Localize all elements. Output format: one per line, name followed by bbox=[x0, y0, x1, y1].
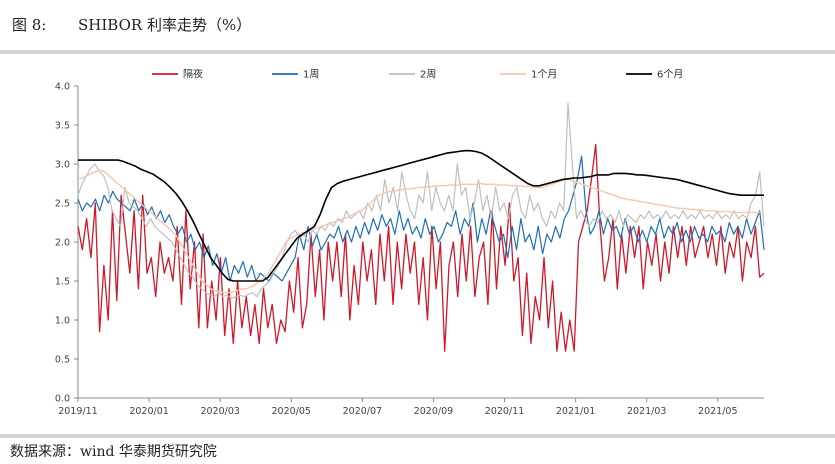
y-tick-label: 4.0 bbox=[55, 82, 70, 93]
series-line-2 bbox=[77, 155, 765, 282]
x-tick-label: 2020/05 bbox=[272, 406, 311, 417]
x-axis-ticks: 2019/11 2020/01 2020/03 2020/05 2020/07 2020/… bbox=[58, 398, 738, 417]
legend-label: 1个月 bbox=[531, 69, 557, 81]
bottom-divider bbox=[0, 434, 835, 438]
x-tick-label: 2020/03 bbox=[200, 406, 239, 417]
y-tick-label: 2.5 bbox=[55, 199, 70, 210]
x-tick-label: 2021/03 bbox=[627, 406, 666, 417]
series-line-5 bbox=[78, 149, 764, 282]
y-tick-label: 1.5 bbox=[55, 277, 70, 288]
legend-label: 6个月 bbox=[657, 69, 683, 81]
chart-legend: 隔夜 1周 2周 1个月 6个月 bbox=[152, 68, 683, 81]
y-axis-ticks: 0.0 0.5 1.0 1.5 2.0 2.5 3.0 3.5 4.0 bbox=[55, 82, 78, 405]
figure-title: 图 8: SHIBOR 利率走势（%） bbox=[12, 14, 251, 35]
chart-axes bbox=[77, 86, 764, 399]
legend-label: 2周 bbox=[420, 69, 436, 81]
x-tick-label: 2020/01 bbox=[129, 406, 168, 417]
series-line-1 bbox=[77, 143, 765, 352]
x-tick-label: 2019/11 bbox=[58, 406, 97, 417]
x-tick-label: 2020/07 bbox=[343, 406, 382, 417]
x-tick-label: 2021/05 bbox=[698, 406, 737, 417]
series-layer bbox=[77, 102, 765, 352]
top-divider bbox=[0, 50, 835, 54]
series-line-3 bbox=[77, 102, 765, 299]
figure-caption: SHIBOR 利率走势（%） bbox=[78, 16, 252, 34]
y-tick-label: 0.0 bbox=[55, 394, 70, 405]
data-source: 数据来源：wind 华泰期货研究院 bbox=[10, 444, 217, 460]
legend-label: 1周 bbox=[303, 69, 319, 81]
series-line-4 bbox=[77, 169, 764, 294]
x-tick-label: 2020/09 bbox=[414, 406, 453, 417]
x-tick-label: 2020/11 bbox=[485, 406, 524, 417]
figure-label: 图 8: bbox=[12, 16, 47, 34]
y-tick-label: 3.5 bbox=[55, 121, 70, 132]
y-tick-label: 2.0 bbox=[55, 238, 70, 249]
x-tick-label: 2021/01 bbox=[556, 406, 595, 417]
y-tick-label: 1.0 bbox=[55, 316, 70, 327]
legend-label: 隔夜 bbox=[183, 68, 203, 81]
y-tick-label: 0.5 bbox=[55, 355, 70, 366]
y-tick-label: 3.0 bbox=[55, 160, 70, 171]
